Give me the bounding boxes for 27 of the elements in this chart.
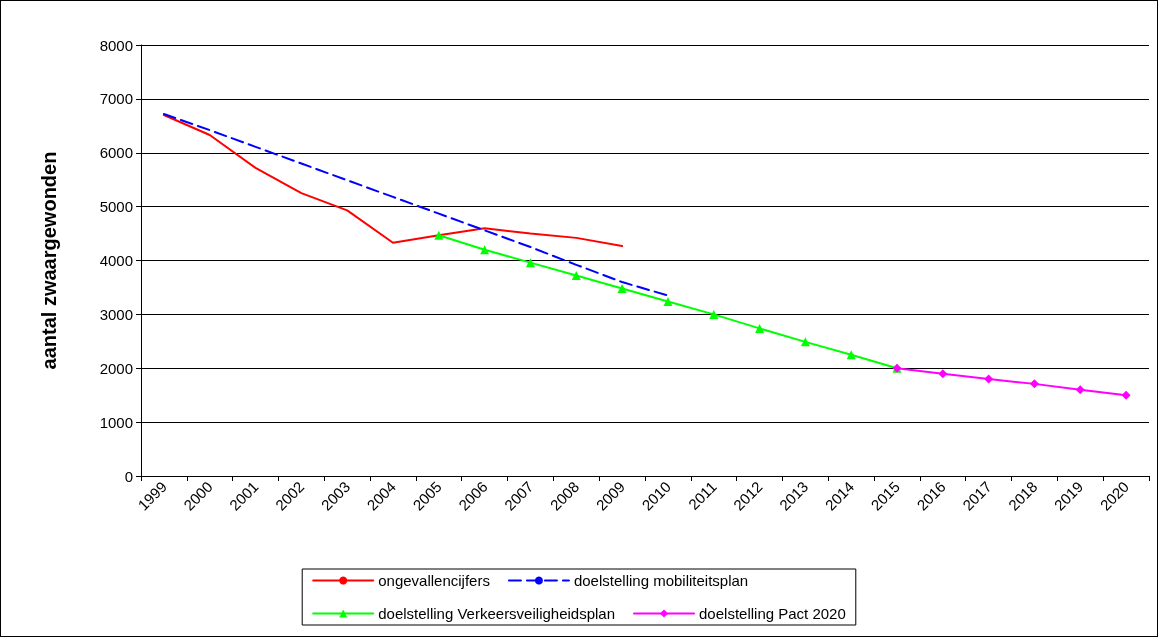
y-tick-label: 1000 — [99, 413, 133, 431]
y-tick-label: 8000 — [99, 36, 133, 54]
point — [663, 296, 673, 306]
y-tick-label: 4000 — [99, 252, 133, 269]
point — [1121, 390, 1131, 400]
line-series — [162, 114, 624, 247]
legend-label: doelstelling Pact 2020 — [699, 605, 846, 622]
point — [1075, 385, 1085, 395]
legend-label: ongevallencijfers — [378, 572, 490, 589]
y-tick-label: 7000 — [99, 90, 133, 108]
point — [938, 369, 948, 379]
y-tick-label: 0 — [124, 467, 133, 485]
point — [984, 374, 994, 384]
y-tick-label: 3000 — [99, 305, 133, 323]
y-tick-label: 2000 — [99, 359, 133, 377]
point — [480, 245, 490, 255]
point — [525, 258, 535, 268]
point — [709, 309, 719, 319]
point — [1029, 379, 1039, 389]
y-tick-label: 6000 — [99, 144, 133, 162]
y-tick-label: 5000 — [99, 198, 133, 216]
point — [755, 323, 765, 333]
legend-label: doelstelling Verkeersveiligheidsplan — [378, 605, 616, 622]
y-axis-title: aantal zwaargewonden — [38, 151, 60, 370]
legend-label: doelstelling mobiliteitsplan — [573, 572, 749, 589]
point — [434, 230, 444, 240]
point — [617, 284, 627, 294]
